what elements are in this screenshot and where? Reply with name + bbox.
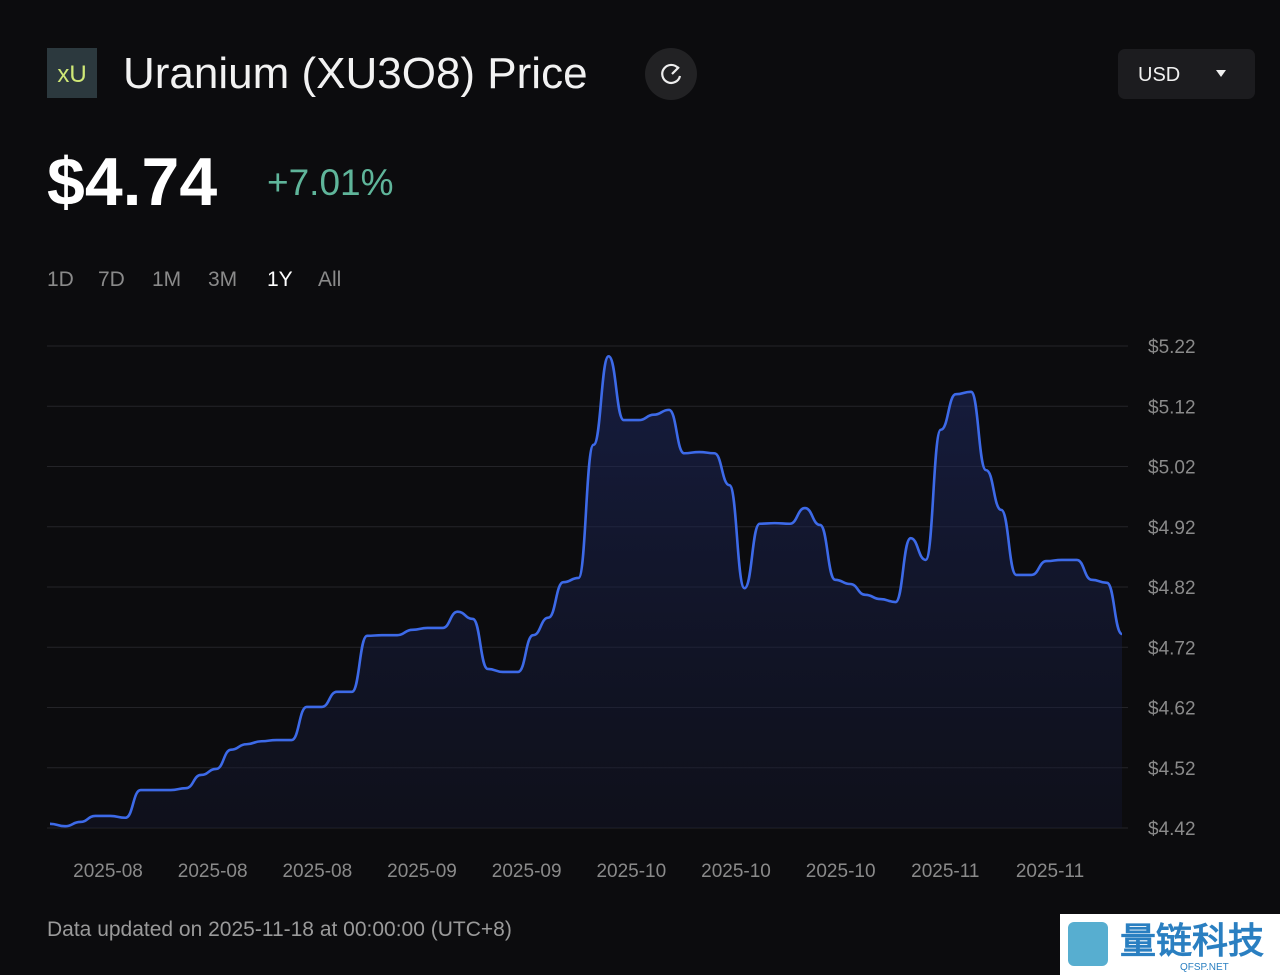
price-change: +7.01%: [267, 162, 394, 203]
chart: $5.22 $5.12 $5.02 $4.92 $4.82 $4.72 $4.62 $4.52…: [47, 337, 1196, 882]
x-tick-label: 2025-10: [596, 861, 666, 882]
x-tick-label: 2025-08: [178, 861, 248, 882]
x-tick-label: 2025-08: [282, 861, 352, 882]
currency-select[interactable]: USD: [1118, 49, 1255, 99]
range-tab[interactable]: 1D: [47, 268, 74, 291]
currency-label: USD: [1138, 64, 1180, 86]
logo-text: xU: [57, 61, 86, 88]
dropdown-arrow: [1216, 70, 1226, 77]
price-line: [49, 354, 1124, 828]
price-area: [50, 356, 1122, 828]
range-tabs: 1D 7D 1M 3M 1Y All: [47, 268, 341, 291]
y-tick-label: $4.42: [1148, 819, 1196, 840]
x-tick-label: 2025-10: [806, 861, 876, 882]
range-tab[interactable]: 1M: [152, 268, 181, 291]
x-tick-label: 2025-10: [701, 861, 771, 882]
y-tick-label: $4.62: [1148, 699, 1196, 720]
watermark-name: 量链科技: [1120, 920, 1264, 961]
x-tick-label: 2025-11: [911, 861, 979, 882]
watermark-icon: [1068, 922, 1108, 966]
footer-note: Data updated on 2025-11-18 at 00:00:00 (…: [47, 918, 512, 941]
range-tab[interactable]: 1Y: [267, 268, 293, 291]
logo-box: [47, 48, 97, 98]
refresh-bg: [645, 48, 697, 100]
watermark: 量链科技 QFSP.NET: [1060, 914, 1280, 975]
range-tab[interactable]: 7D: [98, 268, 125, 291]
y-tick-label: $4.82: [1148, 578, 1196, 599]
watermark-domain: QFSP.NET: [1180, 962, 1229, 973]
price: $4.74: [47, 144, 217, 220]
x-tick-label: 2025-08: [73, 861, 143, 882]
y-tick-label: $4.72: [1148, 638, 1196, 659]
range-tab[interactable]: All: [318, 268, 341, 291]
x-tick-label: 2025-09: [387, 861, 457, 882]
x-tick-label: 2025-11: [1016, 861, 1084, 882]
y-tick-label: $4.52: [1148, 759, 1196, 780]
currency-box: [1118, 49, 1255, 99]
y-tick-label: $5.02: [1148, 458, 1196, 479]
refresh-button[interactable]: [645, 48, 697, 100]
y-tick-label: $5.12: [1148, 397, 1196, 418]
refresh-icon-hand: [671, 66, 680, 75]
x-tick-label: 2025-09: [492, 861, 562, 882]
refresh-icon: [661, 63, 682, 85]
y-tick-label: $4.92: [1148, 518, 1196, 539]
range-tab[interactable]: 3M: [208, 268, 237, 291]
y-tick-label: $5.22: [1148, 337, 1196, 358]
page-title: Uranium (XU3O8) Price: [123, 49, 588, 98]
